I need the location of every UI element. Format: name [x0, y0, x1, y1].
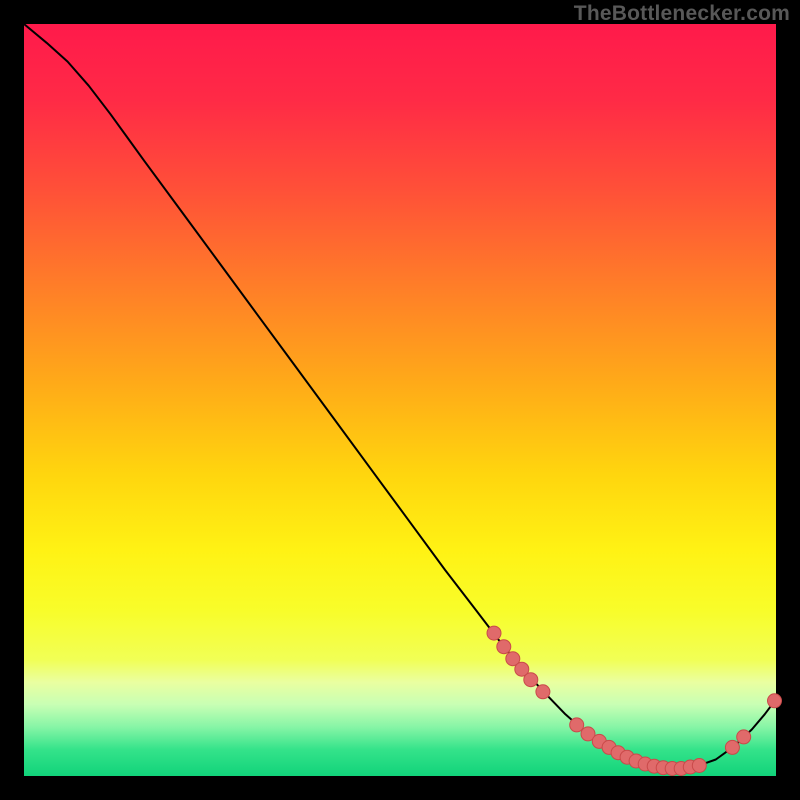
- bottleneck-curve: [24, 24, 776, 769]
- data-markers: [487, 626, 782, 775]
- data-marker: [536, 685, 550, 699]
- data-marker: [725, 740, 739, 754]
- data-marker: [570, 718, 584, 732]
- data-marker: [768, 694, 782, 708]
- data-marker: [524, 673, 538, 687]
- data-marker: [737, 730, 751, 744]
- data-marker: [692, 759, 706, 773]
- data-marker: [497, 640, 511, 654]
- attribution-label: TheBottlenecker.com: [574, 2, 790, 26]
- chart-overlay: [0, 0, 800, 800]
- data-marker: [487, 626, 501, 640]
- chart-container: TheBottlenecker.com: [0, 0, 800, 800]
